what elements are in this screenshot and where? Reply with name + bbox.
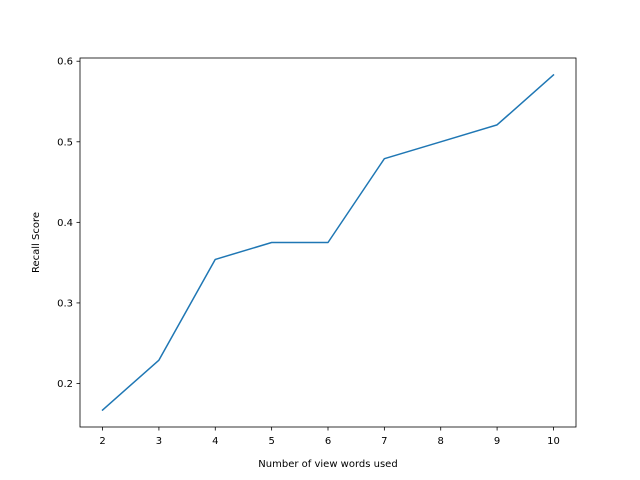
y-tick-label-4: 0.6 — [57, 57, 73, 68]
x-axis-label: Number of view words used — [258, 459, 397, 470]
x-tick-label-5: 7 — [381, 436, 387, 447]
x-tick-label-6: 8 — [438, 436, 444, 447]
x-tick-label-2: 4 — [212, 436, 218, 447]
x-tick-label-0: 2 — [99, 436, 105, 447]
y-tick-label-2: 0.4 — [57, 218, 73, 229]
series-layer — [101, 73, 555, 412]
x-axis: 2 3 4 5 6 7 8 9 10 — [99, 427, 560, 447]
y-tick-label-1: 0.3 — [57, 298, 73, 309]
x-tick-label-8: 10 — [547, 436, 560, 447]
x-tick-label-4: 6 — [325, 436, 331, 447]
x-tick-label-3: 5 — [268, 436, 274, 447]
x-tick-label-7: 9 — [494, 436, 500, 447]
series-line-0 — [101, 73, 555, 412]
y-tick-label-3: 0.5 — [57, 137, 73, 148]
y-tick-label-0: 0.2 — [57, 379, 73, 390]
x-tick-label-1: 3 — [156, 436, 162, 447]
y-axis-label: Recall Score — [31, 212, 42, 273]
y-axis: 0.2 0.3 0.4 0.5 0.6 — [57, 57, 80, 390]
